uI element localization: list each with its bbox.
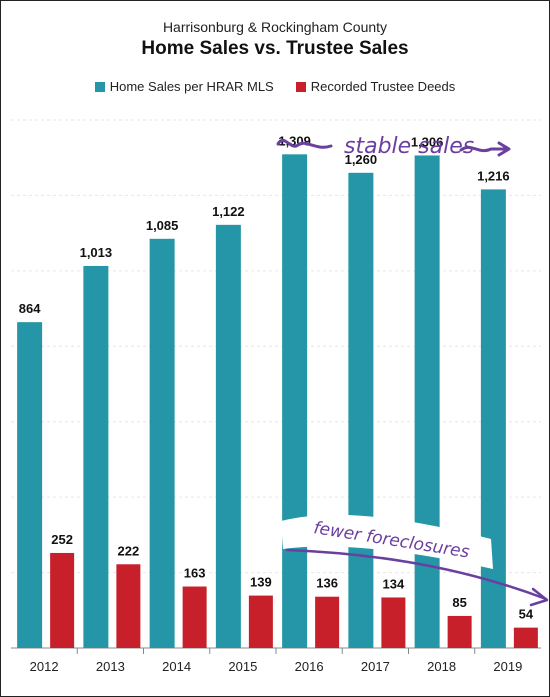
data-label-trustee-deeds: 139 [250,575,272,590]
data-label-home-sales: 1,216 [477,168,510,183]
bar-home-sales [282,154,308,648]
bar-trustee-deeds [50,552,75,648]
legend-item-home-sales: Home Sales per HRAR MLS [94,79,274,94]
data-label-home-sales: 1,013 [80,245,113,260]
data-label-trustee-deeds: 252 [51,532,73,547]
bar-home-sales [348,172,374,649]
x-tick-label: 2012 [30,659,59,674]
chart-legend: Home Sales per HRAR MLS Recorded Trustee… [1,79,549,94]
data-label-trustee-deeds: 85 [452,595,466,610]
x-tick-label: 2015 [228,659,257,674]
data-label-home-sales: 1,306 [411,134,444,149]
arrowhead-right [497,141,511,157]
bar-trustee-deeds [116,564,141,648]
data-label-trustee-deeds: 134 [383,576,405,591]
bar-trustee-deeds [513,627,538,648]
legend-swatch-trustee-deeds [295,81,306,92]
x-tick-label: 2017 [361,659,390,674]
arrow-fewer-foreclosures [285,548,548,601]
data-label-home-sales: 1,085 [146,218,179,233]
bar-home-sales [17,322,43,648]
bar-trustee-deeds [447,615,472,648]
bar-home-sales [414,155,440,649]
legend-label-trustee-deeds: Recorded Trustee Deeds [310,79,456,94]
x-tick-label: 2019 [493,659,522,674]
legend-item-trustee-deeds: Recorded Trustee Deeds [295,79,456,94]
data-label-trustee-deeds: 54 [519,607,534,622]
bar-home-sales [83,265,109,648]
x-tick-label: 2016 [295,659,324,674]
bar-home-sales [149,238,175,649]
data-label-home-sales: 1,260 [345,152,378,167]
bar-trustee-deeds [315,596,340,648]
x-tick-label: 2018 [427,659,456,674]
data-label-home-sales: 864 [19,301,41,316]
data-label-trustee-deeds: 222 [118,543,140,558]
annotation-stable-sales: stable sales [344,134,474,159]
squiggle-right [459,145,509,153]
data-label-trustee-deeds: 163 [184,566,206,581]
bar-home-sales [480,189,506,648]
bar-trustee-deeds [381,597,406,648]
legend-label-home-sales: Home Sales per HRAR MLS [109,79,274,94]
bar-home-sales [215,224,241,649]
data-label-trustee-deeds: 136 [316,576,338,591]
squiggle-left [276,138,333,149]
x-tick-label: 2013 [96,659,125,674]
arrowhead-fewer-foreclosures [529,587,549,607]
data-label-home-sales: 1,122 [212,204,245,219]
chart-title: Home Sales vs. Trustee Sales [141,38,409,59]
chart-subtitle: Harrisonburg & Rockingham County [162,19,388,35]
bar-trustee-deeds [248,595,273,648]
bar-trustee-deeds [182,586,207,648]
annotation-backdrop [281,514,493,569]
x-tick-label: 2014 [162,659,191,674]
legend-swatch-home-sales [94,81,105,92]
